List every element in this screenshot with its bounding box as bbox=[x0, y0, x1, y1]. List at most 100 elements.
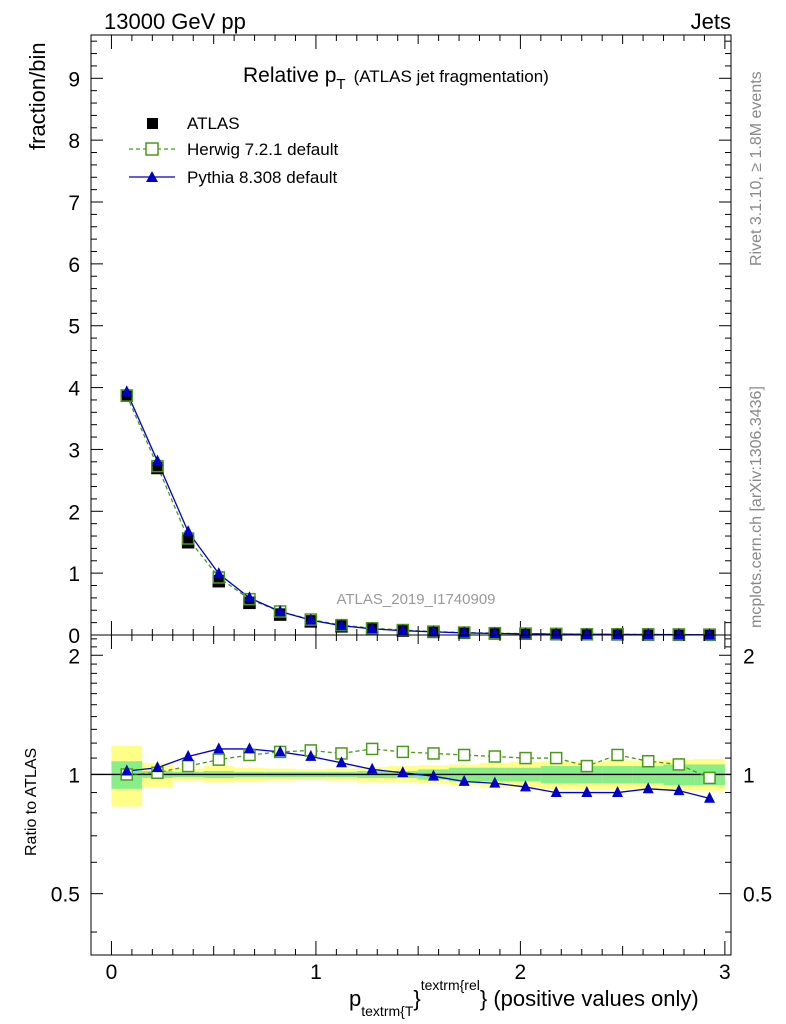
legend: ATLAS Herwig 7.2.1 default Pythia 8.308 … bbox=[129, 114, 338, 187]
main-point-pythia bbox=[366, 622, 378, 634]
chart-title-sub: T bbox=[336, 76, 345, 93]
ratio-uncertainty-bands bbox=[111, 745, 725, 807]
legend-marker-herwig bbox=[145, 142, 159, 156]
ratio-point-pythia bbox=[182, 749, 194, 761]
ratio-point-pythia bbox=[274, 745, 286, 757]
legend-label-herwig: Herwig 7.2.1 default bbox=[187, 140, 338, 159]
source-label: mcplots.cern.ch [arXiv:1306.3436] bbox=[748, 386, 765, 628]
ratio-point-pythia bbox=[335, 756, 347, 768]
ratio-ytick-label-right: 2 bbox=[743, 645, 755, 668]
legend-marker-pythia bbox=[146, 171, 158, 182]
ratio-point-pythia bbox=[305, 749, 317, 761]
main-ytick-label: 2 bbox=[68, 501, 80, 524]
ratio-point-herwig bbox=[488, 750, 502, 763]
ratio-point-herwig bbox=[457, 748, 471, 762]
chart-title: Relative pT (ATLAS jet fragmentation) bbox=[243, 64, 549, 93]
main-ytick-label: 0 bbox=[68, 625, 80, 648]
ratio-point-pythia bbox=[121, 764, 133, 776]
legend-label-pythia: Pythia 8.308 default bbox=[187, 168, 338, 187]
ratio-ytick-label: 1 bbox=[68, 764, 80, 787]
ratio-series bbox=[120, 742, 716, 803]
rivet-label: Rivet 3.1.10, ≥ 1.8M events bbox=[748, 71, 765, 266]
main-ytick-label: 5 bbox=[68, 316, 80, 339]
ratio-point-pythia bbox=[366, 762, 378, 774]
x-axis-label-sup: textrm{rel bbox=[421, 977, 480, 993]
x-axis-label-rest: } (positive values only) bbox=[480, 986, 699, 1011]
ratio-point-pythia bbox=[213, 742, 225, 754]
ratio-ytick-label: 2 bbox=[68, 645, 80, 668]
ratio-point-herwig bbox=[181, 759, 195, 773]
xtick-label: 0 bbox=[106, 961, 118, 984]
xtick-label: 3 bbox=[719, 961, 731, 984]
x-axis-label-brace: } bbox=[413, 986, 420, 1011]
main-point-pythia bbox=[182, 525, 194, 537]
main-point-atlas bbox=[181, 535, 195, 549]
main-point-pythia bbox=[305, 613, 317, 625]
main-axis-ticks: 0 1 2 3 4 5 6 7 8 9 bbox=[68, 35, 731, 648]
ratio-point-pythia bbox=[458, 774, 470, 786]
analysis-watermark: ATLAS_2019_I1740909 bbox=[336, 591, 495, 608]
header-right: Jets bbox=[691, 9, 731, 34]
ratio-ytick-label-right: 0.5 bbox=[743, 884, 772, 907]
ratio-point-herwig bbox=[365, 742, 379, 756]
ratio-point-herwig bbox=[427, 747, 440, 760]
ratio-axis-ticks: 0 1 2 3 0.5 0.5 1 1 2 2 bbox=[51, 635, 772, 984]
ratio-line-pythia bbox=[126, 748, 710, 800]
ratio-point-pythia bbox=[397, 766, 409, 778]
ratio-point-pythia bbox=[243, 742, 255, 754]
main-ytick-label: 8 bbox=[68, 130, 80, 153]
main-series bbox=[120, 385, 716, 641]
ratio-point-herwig bbox=[672, 758, 686, 771]
main-ytick-label: 4 bbox=[68, 378, 80, 401]
main-point-pythia bbox=[642, 627, 654, 639]
chart-title-main: Relative p bbox=[243, 64, 336, 87]
main-point-pythia bbox=[550, 627, 562, 639]
ratio-point-herwig bbox=[212, 753, 226, 766]
main-point-pythia bbox=[243, 591, 255, 603]
ratio-point-herwig bbox=[641, 754, 655, 768]
x-axis-label-sub: textrm{T bbox=[361, 1003, 414, 1019]
plot-frames bbox=[90, 34, 732, 956]
main-point-pythia bbox=[581, 627, 593, 639]
ratio-point-pythia bbox=[581, 785, 593, 797]
ratio-point-pythia bbox=[704, 791, 716, 803]
ratio-point-pythia bbox=[489, 776, 501, 788]
ratio-point-pythia bbox=[612, 785, 624, 797]
main-point-pythia bbox=[704, 628, 716, 640]
ratio-point-herwig bbox=[396, 745, 410, 759]
legend-label-atlas: ATLAS bbox=[187, 114, 240, 133]
main-point-pythia bbox=[612, 627, 624, 639]
ratio-ytick-label: 0.5 bbox=[51, 884, 80, 907]
main-point-pythia bbox=[397, 624, 409, 636]
ratio-point-herwig bbox=[549, 751, 563, 765]
ratio-point-pythia bbox=[642, 782, 654, 794]
main-ytick-label: 9 bbox=[68, 68, 80, 91]
header-left: 13000 GeV pp bbox=[104, 9, 246, 34]
ratio-point-pythia bbox=[427, 769, 439, 781]
ratio-point-herwig bbox=[519, 751, 532, 765]
chart-title-paren: (ATLAS jet fragmentation) bbox=[354, 67, 549, 86]
ratio-point-pythia bbox=[520, 780, 532, 792]
ratio-y-axis-label: Ratio to ATLAS bbox=[23, 748, 40, 856]
ratio-point-herwig bbox=[611, 748, 624, 762]
main-ytick-label: 7 bbox=[68, 192, 80, 215]
main-point-pythia bbox=[673, 628, 685, 640]
main-point-pythia bbox=[121, 385, 133, 397]
main-point-pythia bbox=[335, 619, 347, 631]
main-point-pythia bbox=[274, 604, 286, 616]
main-ytick-label: 6 bbox=[68, 254, 80, 277]
main-point-pythia bbox=[427, 625, 439, 637]
x-axis-label: ptextrm{T}textrm{rel} (positive values o… bbox=[349, 977, 699, 1019]
ratio-point-pythia bbox=[550, 785, 562, 797]
ratio-point-pythia bbox=[151, 761, 163, 773]
ratio-point-herwig bbox=[580, 759, 594, 773]
x-axis-label-p: p bbox=[349, 986, 361, 1011]
ratio-frame bbox=[90, 634, 732, 956]
xtick-label: 1 bbox=[310, 961, 322, 984]
main-ytick-label: 3 bbox=[68, 439, 80, 462]
legend-marker-atlas bbox=[147, 118, 158, 129]
main-point-pythia bbox=[151, 454, 163, 466]
ratio-point-pythia bbox=[673, 784, 685, 796]
xtick-label: 2 bbox=[515, 961, 527, 984]
